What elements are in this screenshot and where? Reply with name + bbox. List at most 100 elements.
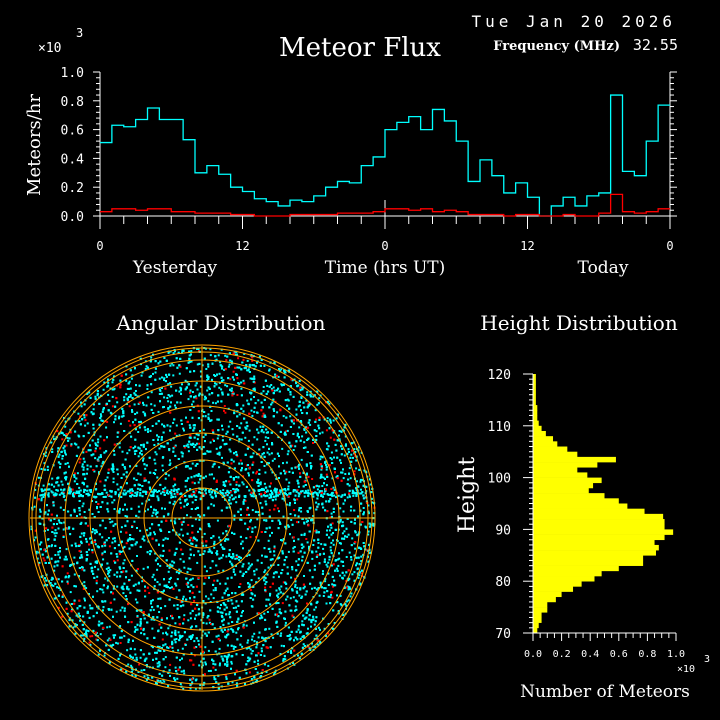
meteor-point	[292, 490, 295, 493]
meteor-point	[146, 388, 149, 390]
meteor-point	[245, 554, 248, 557]
meteor-point	[253, 375, 256, 378]
meteor-point	[67, 582, 69, 585]
meteor-point	[80, 516, 83, 519]
meteor-point	[171, 495, 174, 498]
meteor-point	[230, 556, 233, 558]
meteor-point	[275, 490, 278, 493]
meteor-point	[132, 421, 134, 424]
meteor-point	[276, 452, 279, 455]
meteor-point	[151, 523, 154, 526]
meteor-point	[98, 620, 101, 623]
meteor-point	[217, 634, 220, 637]
meteor-point	[112, 481, 115, 484]
meteor-point	[305, 399, 308, 402]
flux-yscale-label: ×10	[38, 41, 61, 56]
meteor-point	[256, 671, 259, 674]
meteor-point	[205, 622, 208, 625]
meteor-point	[294, 585, 297, 588]
meteor-point	[280, 585, 283, 588]
meteor-point	[131, 409, 133, 411]
meteor-point	[294, 609, 296, 612]
meteor-point	[284, 621, 287, 624]
meteor-point	[128, 490, 131, 493]
meteor-point	[237, 357, 240, 360]
meteor-point	[342, 429, 345, 432]
meteor-point	[181, 647, 184, 650]
meteor-point	[268, 453, 271, 456]
meteor-point	[152, 608, 155, 611]
meteor-point	[348, 489, 351, 492]
meteor-point	[167, 383, 170, 386]
meteor-point	[105, 644, 108, 647]
meteor-point	[123, 559, 126, 562]
meteor-point	[253, 406, 256, 409]
meteor-point	[224, 368, 227, 371]
meteor-point	[167, 351, 170, 354]
meteor-point	[174, 666, 177, 669]
meteor-point	[44, 494, 46, 497]
meteor-point	[296, 489, 299, 492]
meteor-point	[215, 564, 218, 567]
meteor-point	[102, 591, 105, 594]
meteor-point	[350, 592, 353, 595]
meteor-point	[331, 522, 334, 525]
meteor-point	[60, 480, 63, 483]
meteor-point	[289, 597, 292, 600]
meteor-point	[158, 489, 161, 492]
meteor-point	[235, 631, 238, 634]
meteor-point	[219, 361, 222, 364]
meteor-point	[209, 493, 212, 496]
meteor-point	[126, 649, 129, 652]
meteor-point	[229, 359, 232, 362]
meteor-point	[53, 597, 56, 600]
meteor-point	[277, 375, 280, 378]
meteor-point	[173, 500, 176, 503]
meteor-point	[149, 609, 152, 612]
meteor-point	[156, 568, 159, 571]
meteor-point	[94, 395, 97, 398]
meteor-point	[338, 557, 341, 560]
meteor-point	[82, 534, 85, 537]
meteor-point	[81, 463, 84, 466]
meteor-point	[310, 467, 312, 470]
meteor-point	[143, 477, 146, 480]
meteor-point	[278, 587, 281, 590]
meteor-point	[265, 637, 267, 640]
meteor-point	[50, 578, 53, 581]
meteor-point	[85, 631, 87, 634]
meteor-point	[189, 516, 192, 519]
meteor-point	[148, 592, 151, 594]
meteor-point	[96, 561, 98, 564]
meteor-point	[329, 419, 332, 422]
meteor-point	[257, 659, 259, 662]
meteor-point	[268, 485, 271, 488]
meteor-point	[147, 534, 150, 537]
meteor-point	[124, 615, 126, 618]
meteor-point	[94, 561, 97, 564]
meteor-point	[169, 364, 172, 367]
meteor-point	[238, 558, 241, 561]
meteor-point	[125, 492, 128, 495]
meteor-point	[141, 495, 144, 498]
meteor-point	[233, 497, 235, 500]
meteor-point	[135, 656, 138, 659]
meteor-point	[357, 576, 360, 579]
meteor-point	[142, 614, 145, 617]
meteor-point	[133, 403, 136, 406]
meteor-point	[68, 619, 71, 622]
meteor-point	[185, 367, 188, 370]
meteor-point	[134, 628, 137, 631]
meteor-point	[88, 548, 91, 551]
meteor-point	[192, 537, 195, 540]
meteor-point	[343, 537, 346, 540]
meteor-point	[95, 579, 98, 582]
meteor-point	[231, 428, 234, 431]
meteor-point	[202, 452, 205, 455]
meteor-point	[133, 659, 136, 662]
meteor-point	[274, 376, 277, 378]
meteor-point	[107, 569, 110, 572]
meteor-point	[227, 628, 230, 631]
meteor-point	[245, 624, 248, 627]
meteor-point	[232, 370, 235, 373]
